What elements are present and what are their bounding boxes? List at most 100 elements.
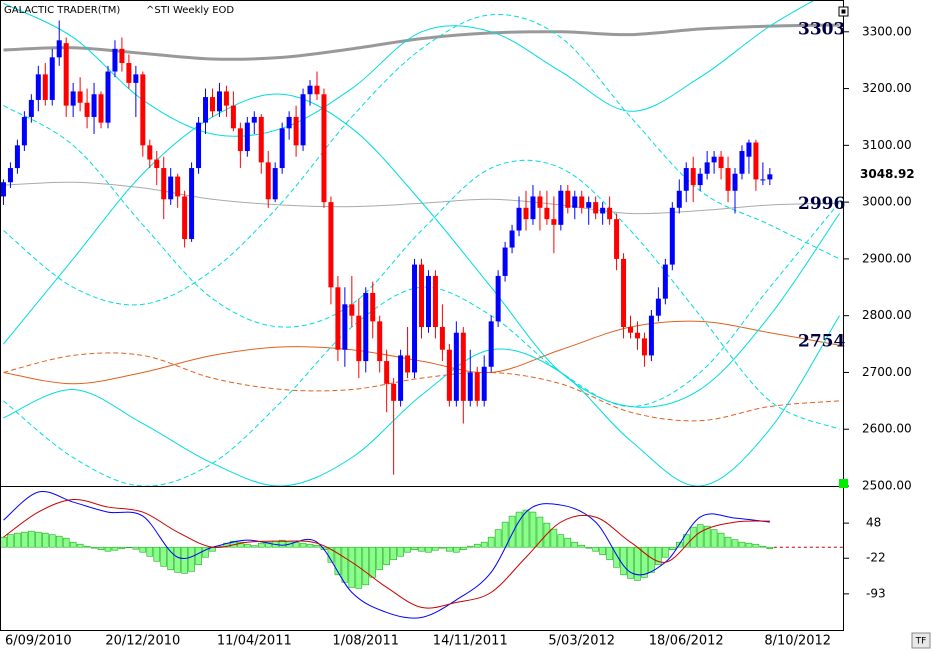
histogram-bar (453, 546, 460, 553)
candle-body (384, 361, 390, 384)
histogram-bar (0, 536, 7, 548)
macd-frame (0, 486, 844, 631)
candle-body (209, 97, 215, 112)
candle-body (718, 156, 724, 169)
chart-subtitle: ^STI Weekly EOD (146, 5, 234, 16)
candle-body (293, 116, 299, 146)
candle-body (572, 196, 578, 208)
candle-body (28, 99, 34, 117)
histogram-bar (508, 515, 516, 548)
candle-body (439, 327, 445, 350)
histogram-bar (585, 546, 593, 549)
candle-body (230, 105, 236, 129)
overlay-curve (3, 181, 840, 215)
histogram-bar (480, 541, 488, 548)
histogram-bar (174, 546, 181, 573)
x-tick-label: 8/10/2012 (764, 634, 831, 649)
candle-body (342, 304, 348, 350)
candle-body (683, 168, 689, 191)
candle-body (474, 372, 480, 401)
histogram-bar (153, 546, 161, 562)
candle-body (35, 74, 41, 100)
histogram-bar (48, 534, 56, 548)
candle-body (753, 142, 759, 180)
candle-body (655, 298, 661, 316)
histogram-bar (599, 546, 606, 556)
candle-body (203, 97, 209, 123)
histogram-bar (439, 546, 446, 549)
histogram-bar (738, 541, 746, 548)
candle-body (586, 202, 592, 208)
histogram-bar (543, 522, 551, 548)
candle-body (425, 275, 431, 328)
histogram-bar (710, 529, 718, 548)
candle-body (349, 304, 355, 316)
histogram-bar (669, 546, 676, 551)
histogram-bar (28, 530, 35, 548)
candle-body (223, 91, 229, 106)
candle-body (467, 372, 473, 401)
candle-body (196, 122, 202, 169)
chart-title: GALACTIC TRADER(TM) (4, 5, 120, 16)
histogram-bar (752, 543, 760, 548)
histogram-bar (620, 546, 627, 576)
candle-body (133, 74, 139, 83)
candle-body (314, 85, 320, 95)
y-tick-label: -93 (866, 586, 886, 600)
candle-body (412, 264, 418, 373)
histogram-bar (578, 544, 586, 548)
histogram-bar (724, 536, 732, 548)
tf-button-label: TF (915, 637, 927, 647)
histogram-bar (264, 541, 272, 548)
candle-body (732, 173, 738, 191)
tf-button[interactable] (911, 632, 931, 649)
histogram-bar (592, 546, 599, 552)
histogram-bar (83, 545, 91, 548)
candle-body (419, 264, 424, 328)
candle-body (119, 48, 125, 64)
y-tick-label: 3100.00 (862, 138, 912, 152)
candle-body (530, 196, 536, 220)
axes: 2500.00 2600.00 2700.00 2800.00 2900.00 3000.… (5, 20, 915, 649)
candle-body (432, 275, 438, 328)
histogram-bar (21, 531, 28, 548)
candle-body (398, 355, 404, 401)
candle-body (739, 151, 745, 174)
y-tick-label: 3000.00 (862, 195, 912, 209)
histogram-bar (35, 531, 42, 548)
histogram-bar (334, 546, 342, 576)
histogram-bar (355, 546, 363, 589)
histogram-bar (696, 524, 704, 548)
candle-body (321, 94, 327, 203)
candle-body (77, 91, 83, 103)
y-tick-label: 48 (866, 516, 881, 530)
candle-body (565, 190, 571, 208)
candle-body (182, 196, 188, 240)
histogram-bar (160, 546, 168, 567)
y-tick-label: 2700.00 (862, 365, 912, 379)
candle-body (509, 230, 515, 248)
candle-body (544, 207, 550, 220)
candle-body (363, 292, 369, 362)
candle-body (641, 338, 647, 356)
level-label: 3303 (798, 20, 845, 40)
candle-body (189, 168, 195, 240)
candle-body (161, 168, 167, 200)
candle-body (711, 156, 717, 163)
macd-plot (0, 490, 843, 619)
candle-body (488, 321, 494, 367)
candle-body (237, 128, 243, 152)
candle-body (21, 116, 27, 146)
resize-handle[interactable] (839, 479, 848, 488)
histogram-bar (759, 545, 767, 548)
candle-body (244, 122, 250, 152)
overlay-curve (3, 352, 840, 422)
histogram-bar (181, 546, 188, 574)
overlay-curve (3, 23, 840, 61)
candle-body (91, 94, 97, 117)
candle-body (335, 287, 341, 350)
histogram-bar (571, 541, 579, 548)
candle-body (265, 162, 271, 200)
overlay-curve (3, 13, 840, 306)
